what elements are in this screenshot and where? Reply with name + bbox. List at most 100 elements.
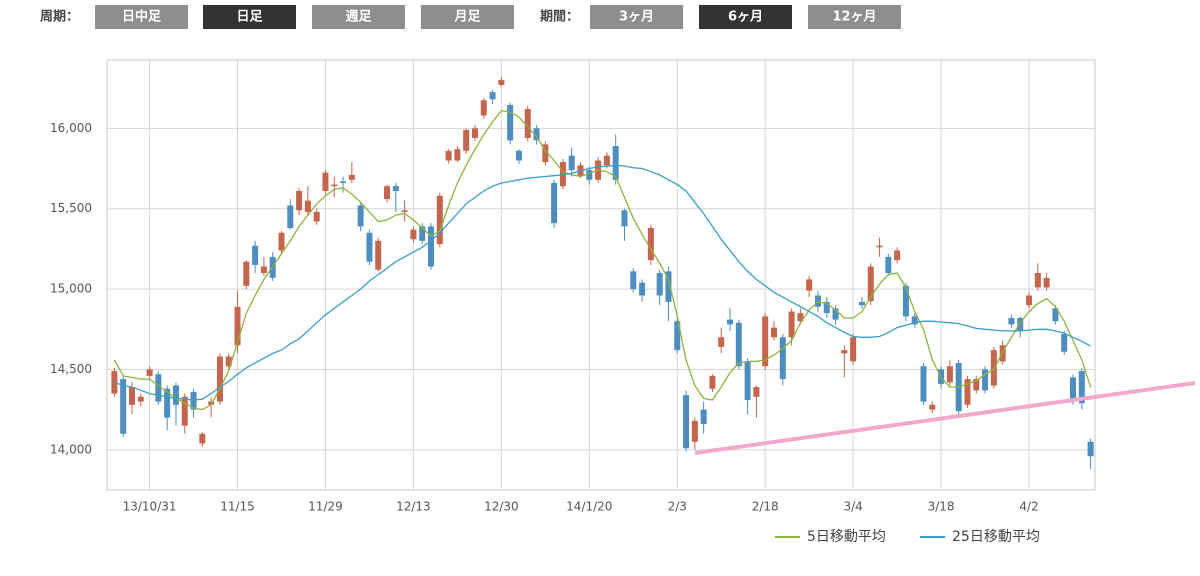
y-tick-label: 15,500 (50, 201, 92, 215)
button[interactable]: 週足 (312, 5, 405, 29)
candle-body (770, 327, 777, 338)
candle-body (164, 388, 171, 418)
button-label[interactable]: 日足 (236, 10, 263, 25)
candle-body (1034, 272, 1041, 288)
candle-body (1026, 295, 1033, 306)
candle-body (542, 144, 549, 163)
candle-body (428, 226, 435, 267)
button-label[interactable]: 6ヶ月 (728, 10, 763, 25)
candle-body (630, 271, 637, 290)
candle-body (366, 232, 373, 262)
candle-body (612, 146, 619, 180)
candle-body (243, 261, 250, 286)
y-tick-label: 14,500 (50, 362, 92, 376)
button-label[interactable]: 12ヶ月 (832, 10, 876, 25)
candle-body (674, 321, 681, 351)
candle-body (533, 128, 540, 141)
candle-body (111, 371, 118, 394)
button-label[interactable]: 月足 (453, 10, 481, 25)
candle-body (999, 345, 1006, 362)
candle-body (850, 337, 857, 362)
candle-body (788, 311, 795, 338)
candle-body (463, 129, 470, 151)
candle-body (691, 420, 698, 442)
candle-body (559, 162, 566, 187)
candle-body (973, 379, 980, 391)
candle-body (762, 316, 769, 367)
y-tick-label: 16,000 (50, 121, 92, 135)
x-tick-label: 4/2 (1019, 500, 1038, 514)
candle-body (322, 172, 329, 192)
button[interactable]: 6ヶ月 (699, 5, 792, 29)
candle-body (471, 128, 478, 138)
candle-body (876, 245, 883, 248)
candle-body (1078, 371, 1085, 404)
candle-body (867, 266, 874, 302)
candle-body (683, 395, 690, 449)
candle-body (902, 285, 909, 317)
candle-body (190, 391, 197, 410)
candle-body (1052, 308, 1059, 322)
candle-body (718, 337, 725, 347)
candle-body (832, 308, 839, 320)
candle-body (454, 149, 461, 161)
candle-body (744, 361, 751, 400)
candle-body (234, 306, 241, 346)
candle-body (735, 322, 742, 367)
candle-body (348, 174, 355, 180)
button-bg[interactable] (312, 5, 405, 29)
candle-body (920, 366, 927, 402)
button[interactable]: 日足 (203, 5, 296, 29)
candle-body (568, 155, 575, 171)
button-bg[interactable] (203, 5, 296, 29)
x-tick-label: 11/15 (220, 500, 255, 514)
candle-body (375, 240, 382, 270)
candle-body (656, 272, 663, 296)
candle-body (507, 105, 514, 141)
candle-body (304, 200, 311, 212)
button[interactable]: 3ヶ月 (590, 5, 683, 29)
candle-body (340, 181, 347, 183)
candle-body (401, 210, 408, 212)
candle-body (498, 80, 505, 85)
candle-body (797, 313, 804, 322)
button-bg[interactable] (590, 5, 683, 29)
button[interactable]: 月足 (421, 5, 514, 29)
period-label: 周期： (40, 10, 79, 25)
candle-body (260, 266, 267, 273)
candle-body (982, 369, 989, 391)
button-bg[interactable] (95, 5, 188, 29)
candle-body (647, 227, 654, 261)
candle-body (137, 396, 144, 402)
candle-body (929, 404, 936, 410)
candle-body (1008, 318, 1015, 325)
ma-line (113, 109, 1092, 411)
candle-body (1070, 377, 1077, 402)
marks (111, 76, 1094, 470)
candle-body (858, 301, 865, 306)
x-tick-label: 2/3 (668, 500, 687, 514)
button[interactable]: 日中足 (95, 5, 188, 29)
candle-body (753, 387, 760, 397)
plot-frame (106, 59, 1096, 491)
button-bg[interactable] (808, 5, 901, 29)
button-bg[interactable] (699, 5, 792, 29)
button-label[interactable]: 3ヶ月 (619, 10, 654, 25)
ma-line (114, 164, 1091, 401)
button-label[interactable]: 週足 (345, 10, 372, 25)
candle-body (727, 319, 734, 325)
x-tick-label: 13/10/31 (123, 500, 177, 514)
legend-label: 25日移動平均 (952, 529, 1040, 545)
candle-body (665, 271, 672, 302)
candle-body (216, 356, 223, 402)
candle-body (779, 337, 786, 380)
grid: 14,000 14,500 15,000 15,500 16,000 13/10/31 11… (50, 60, 1095, 514)
x-tick-label: 3/4 (843, 500, 862, 514)
candle-body (199, 433, 206, 444)
candle-body (480, 100, 487, 116)
candle-body (287, 205, 294, 228)
candle-body (841, 350, 848, 354)
button-label[interactable]: 日中足 (122, 9, 162, 25)
button-bg[interactable] (421, 5, 514, 29)
button[interactable]: 12ヶ月 (808, 5, 901, 29)
